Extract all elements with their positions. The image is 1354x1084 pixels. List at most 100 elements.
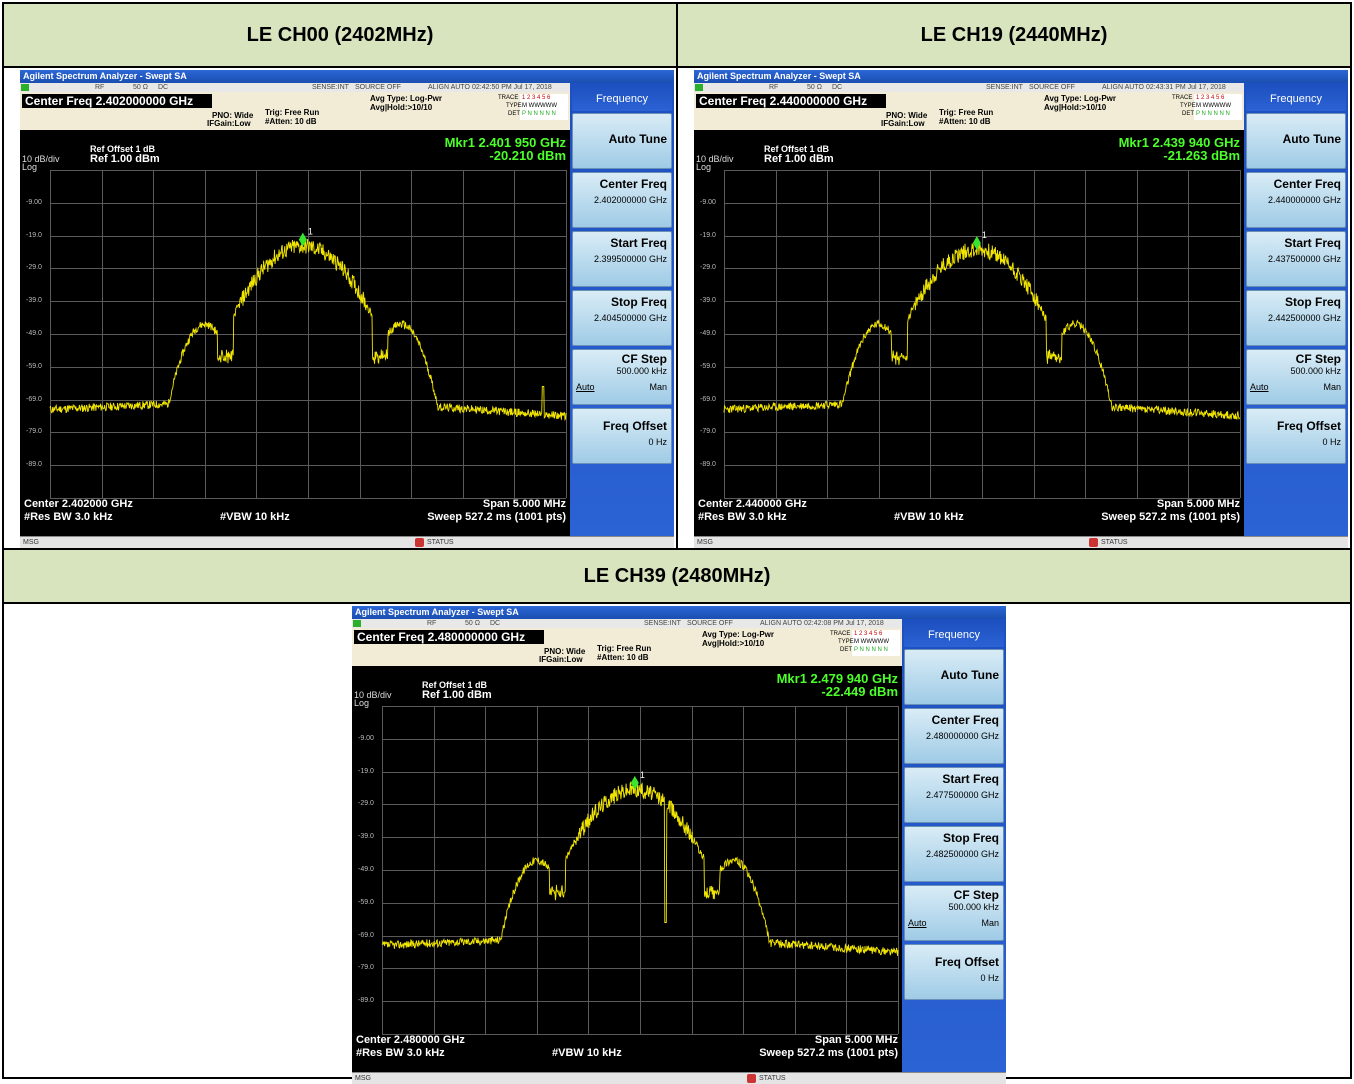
scale-div: 10 dB/div: [696, 154, 734, 164]
y-axis-label: -39.0: [26, 297, 42, 305]
pno-label: PNO: Wide: [886, 111, 928, 120]
marker-diamond[interactable]: [972, 236, 981, 251]
message-bar: MSG STATUS: [694, 536, 1348, 548]
window-title: Agilent Spectrum Analyzer - Swept SA: [355, 607, 519, 617]
ifgain-label: IFGain:Low: [881, 119, 925, 128]
trace-panel: TRACE 1 2 3 4 5 6 TYPE M WWWWW DET P N N…: [1172, 94, 1242, 120]
type-value: M WWWWW: [522, 103, 557, 109]
sweep-label: Sweep 527.2 ms (1001 pts): [1101, 511, 1240, 523]
freq-offset-value: 0 Hz: [648, 437, 667, 447]
y-axis-label: -29.0: [358, 800, 374, 808]
freq-offset-value: 0 Hz: [1322, 437, 1341, 447]
cf-step-auto[interactable]: Auto: [908, 918, 927, 928]
center-freq-readout[interactable]: Center Freq 2.402000000 GHz: [22, 94, 212, 108]
menu-title: Frequency: [928, 629, 980, 641]
status-label: STATUS: [759, 1075, 786, 1082]
center-freq-button[interactable]: Center Freq 2.402000000 GHz: [572, 172, 672, 228]
grid-vline: [846, 706, 848, 1034]
start-freq-value: 2.477500000 GHz: [925, 790, 999, 800]
avg-hold-label: Avg|Hold:>10/10: [1044, 103, 1107, 112]
grid-hline: [382, 1001, 898, 1003]
grid-hline: [50, 399, 566, 401]
spectrum-display: Ref Offset 1 dB 10 dB/div Ref 1.00 dBm L…: [352, 666, 902, 1072]
cf-step-button[interactable]: CF Step 500.000 kHz Auto Man: [1246, 349, 1346, 405]
cf-step-button[interactable]: CF Step 500.000 kHz Auto Man: [904, 885, 1004, 941]
y-axis-label: -9.00: [26, 198, 42, 206]
y-axis-label: -79.0: [700, 428, 716, 436]
avg-type-label: Avg Type: Log-Pwr: [702, 630, 774, 639]
center-freq-button[interactable]: Center Freq 2.440000000 GHz: [1246, 172, 1346, 228]
ref-offset: Ref Offset 1 dB: [90, 144, 156, 154]
marker-diamond[interactable]: [630, 775, 639, 790]
grid-vline: [566, 170, 567, 498]
start-freq-value: 2.437500000 GHz: [1267, 254, 1341, 264]
cf-step-man[interactable]: Man: [1323, 382, 1341, 392]
center-label: Center 2.480000 GHz: [356, 1034, 465, 1046]
center-freq-value: 2.440000000 GHz: [1267, 195, 1341, 205]
auto-tune-button[interactable]: Auto Tune: [572, 113, 672, 169]
cf-step-auto[interactable]: Auto: [1250, 382, 1269, 392]
message-bar: MSG STATUS: [352, 1072, 1006, 1084]
atten-label: #Atten: 10 dB: [265, 117, 317, 126]
freq-offset-button[interactable]: Freq Offset 0 Hz: [904, 944, 1004, 1000]
stop-freq-label: Stop Freq: [1285, 295, 1341, 309]
trace-numbers: 1 2 3 4 5 6: [1196, 95, 1225, 101]
center-freq-value: 2.402000000 GHz: [593, 195, 667, 205]
status-label: STATUS: [1101, 539, 1128, 546]
stop-freq-button[interactable]: Stop Freq 2.404500000 GHz: [572, 290, 672, 346]
freq-offset-button[interactable]: Freq Offset 0 Hz: [572, 408, 672, 464]
cf-step-man[interactable]: Man: [649, 382, 667, 392]
auto-tune-button[interactable]: Auto Tune: [904, 649, 1004, 705]
stop-freq-value: 2.482500000 GHz: [925, 849, 999, 859]
cf-step-man[interactable]: Man: [981, 918, 999, 928]
grid-hline: [382, 1034, 898, 1035]
log-label: Log: [22, 162, 38, 172]
center-freq-label: Center Freq: [599, 177, 667, 191]
marker-diamond[interactable]: [298, 232, 307, 247]
pno-label: PNO: Wide: [212, 111, 254, 120]
center-freq-readout[interactable]: Center Freq 2.480000000 GHz: [354, 630, 544, 644]
grid-vline: [514, 170, 516, 498]
start-freq-button[interactable]: Start Freq 2.399500000 GHz: [572, 231, 672, 287]
center-label: Center 2.402000 GHz: [24, 498, 133, 510]
grid-vline: [794, 706, 796, 1034]
marker-level: -21.263 dBm: [1163, 148, 1240, 163]
trigger-label: Trig: Free Run: [265, 108, 320, 117]
cf-step-auto[interactable]: Auto: [576, 382, 595, 392]
y-axis-label: -9.00: [700, 198, 716, 206]
grid-vline: [1033, 170, 1035, 498]
cf-step-label: CF Step: [953, 888, 999, 902]
window-titlebar: Agilent Spectrum Analyzer - Swept SA: [20, 70, 674, 83]
auto-tune-button[interactable]: Auto Tune: [1246, 113, 1346, 169]
avg-type-label: Avg Type: Log-Pwr: [1044, 94, 1116, 103]
center-label: Center 2.440000 GHz: [698, 498, 807, 510]
y-axis-label: -89.0: [358, 997, 374, 1005]
start-freq-button[interactable]: Start Freq 2.477500000 GHz: [904, 767, 1004, 823]
menu-title: Frequency: [1270, 93, 1322, 105]
start-freq-button[interactable]: Start Freq 2.437500000 GHz: [1246, 231, 1346, 287]
cf-step-button[interactable]: CF Step 500.000 kHz Auto Man: [572, 349, 672, 405]
marker-number: 1: [982, 230, 987, 240]
y-axis-label: -19.0: [700, 231, 716, 239]
freq-offset-button[interactable]: Freq Offset 0 Hz: [1246, 408, 1346, 464]
impedance: 50 Ω: [133, 84, 148, 91]
log-label: Log: [696, 162, 712, 172]
menu-title: Frequency: [596, 93, 648, 105]
lxi-icon: [353, 620, 361, 627]
stop-freq-button[interactable]: Stop Freq 2.482500000 GHz: [904, 826, 1004, 882]
grid-vline: [1085, 170, 1087, 498]
y-axis-label: -29.0: [26, 264, 42, 272]
header-ch19-text: LE CH19 (2440MHz): [920, 23, 1108, 46]
grid-hline: [382, 870, 898, 871]
stop-freq-button[interactable]: Stop Freq 2.442500000 GHz: [1246, 290, 1346, 346]
trace-panel: TRACE 1 2 3 4 5 6 TYPE M WWWWW DET P N N…: [830, 630, 900, 656]
type-label: TYPE: [506, 103, 522, 109]
stop-freq-label: Stop Freq: [611, 295, 667, 309]
window-titlebar: Agilent Spectrum Analyzer - Swept SA: [694, 70, 1348, 83]
center-freq-readout[interactable]: Center Freq 2.440000000 GHz: [696, 94, 886, 108]
grid-hline: [724, 432, 1240, 434]
center-freq-button[interactable]: Center Freq 2.480000000 GHz: [904, 708, 1004, 764]
grid-hline: [724, 366, 1240, 368]
y-axis-label: -39.0: [700, 297, 716, 305]
